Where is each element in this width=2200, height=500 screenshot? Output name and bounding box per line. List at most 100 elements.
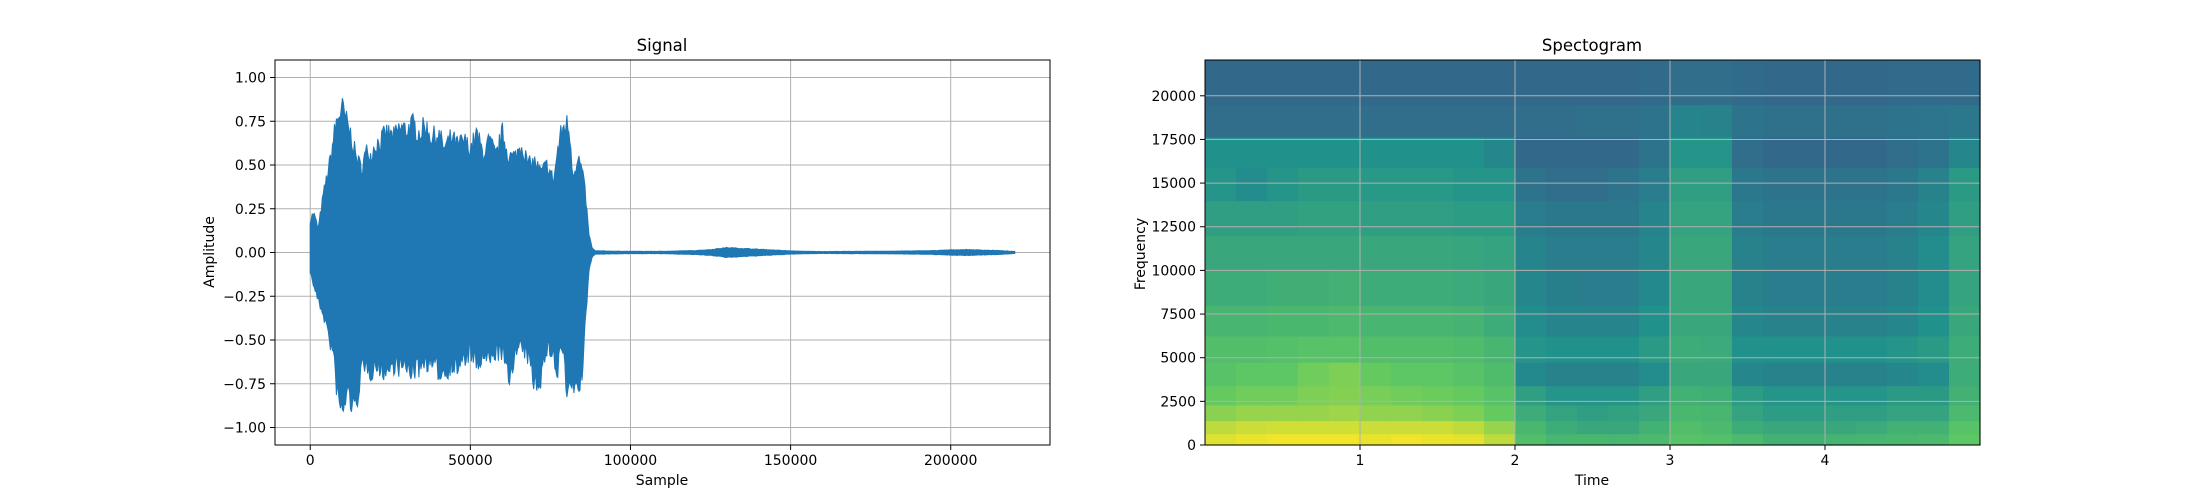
spectrogram-cell (1484, 385, 1516, 406)
spectrogram-cell (1267, 404, 1299, 422)
spectrogram-cell (1856, 362, 1888, 387)
spectrogram-cell (1701, 104, 1733, 138)
spectrogram-cell (1391, 385, 1423, 406)
spectrogram-cell (1670, 404, 1702, 422)
spectrogram-cell (1298, 385, 1330, 406)
spectrogram-cell (1949, 335, 1981, 363)
spectrogram-cell (1949, 270, 1981, 306)
spectrogram-cell (1236, 235, 1268, 271)
spectrogram-cell (1825, 270, 1857, 306)
spectrogram-cell (1422, 362, 1454, 387)
spectrogram-cell (1608, 404, 1640, 422)
spectrogram-cell (1918, 433, 1950, 446)
spectrogram-cell (1577, 200, 1609, 237)
spectrogram-cell (1453, 305, 1485, 337)
spectrogram-cell (1856, 60, 1888, 106)
spectrogram-cell (1205, 404, 1237, 422)
spectrogram-cell (1360, 404, 1392, 422)
spectrogram-cell (1701, 385, 1733, 406)
spectrogram-cell (1329, 335, 1361, 363)
spectrogram-cell (1546, 167, 1578, 202)
spectrogram-cell (1608, 420, 1640, 435)
spectrogram-cell (1422, 60, 1454, 106)
spectrogram-cell (1298, 335, 1330, 363)
spectrogram-cell (1763, 60, 1795, 106)
spectrogram-cell (1453, 60, 1485, 106)
spectrogram-cell (1670, 104, 1702, 138)
signal-y-tick-label: −0.25 (223, 289, 266, 305)
spectrogram-cell (1918, 420, 1950, 435)
spectrogram-cell (1329, 200, 1361, 237)
spectrogram-cell (1484, 235, 1516, 271)
spectrogram-cell (1639, 420, 1671, 435)
spectrogram-cell (1298, 136, 1330, 168)
spectrogram-cell (1701, 60, 1733, 106)
spectrogram-cell (1515, 305, 1547, 337)
spectrogram-cell (1887, 335, 1919, 363)
spectrogram-cell (1763, 362, 1795, 387)
spectrogram-cell (1732, 60, 1764, 106)
spectrogram-cell (1515, 60, 1547, 106)
spectrogram-cell (1918, 385, 1950, 406)
spectrogram-cell (1515, 104, 1547, 138)
spectrogram-cell (1577, 167, 1609, 202)
spectrogram-cell (1236, 136, 1268, 168)
spectrogram-cell (1453, 136, 1485, 168)
spectrogram-y-tick-label: 12500 (1151, 220, 1196, 236)
spectrogram-cell (1608, 335, 1640, 363)
spectrogram-cell (1732, 270, 1764, 306)
spectrogram-cell (1577, 362, 1609, 387)
spectrogram-cell (1546, 433, 1578, 446)
spectrogram-cell (1546, 104, 1578, 138)
spectrogram-cell (1856, 104, 1888, 138)
spectrogram-cell (1515, 136, 1547, 168)
spectrogram-cell (1825, 136, 1857, 168)
spectrogram-cell (1794, 200, 1826, 237)
spectrogram-cell (1298, 200, 1330, 237)
spectrogram-cell (1794, 305, 1826, 337)
spectrogram-cell (1360, 420, 1392, 435)
spectrogram-cell (1670, 433, 1702, 446)
spectrogram-cell (1825, 404, 1857, 422)
spectrogram-cell (1670, 167, 1702, 202)
spectrogram-cell (1236, 335, 1268, 363)
spectrogram-cell (1639, 200, 1671, 237)
spectrogram-cell (1608, 433, 1640, 446)
spectrogram-cell (1236, 305, 1268, 337)
spectrogram-cell (1236, 385, 1268, 406)
spectrogram-cell (1608, 167, 1640, 202)
spectrogram-cell (1546, 362, 1578, 387)
spectrogram-cell (1298, 270, 1330, 306)
spectrogram-cell (1484, 420, 1516, 435)
spectrogram-cell (1608, 104, 1640, 138)
spectrogram-cell (1267, 136, 1299, 168)
spectrogram-cell (1236, 167, 1268, 202)
spectrogram-cell (1732, 404, 1764, 422)
spectrogram-cell (1422, 385, 1454, 406)
spectrogram-cell (1732, 362, 1764, 387)
spectrogram-cell (1546, 200, 1578, 237)
spectrogram-cell (1546, 60, 1578, 106)
spectrogram-cell (1453, 167, 1485, 202)
spectrogram-cell (1205, 433, 1237, 446)
spectrogram-cell (1422, 305, 1454, 337)
spectrogram-cell (1422, 167, 1454, 202)
spectrogram-y-tick-label: 15000 (1151, 176, 1196, 192)
spectrogram-cell (1205, 335, 1237, 363)
spectrogram-cell (1639, 433, 1671, 446)
spectrogram-cell (1887, 200, 1919, 237)
spectrogram-cell (1794, 136, 1826, 168)
spectrogram-cell (1515, 362, 1547, 387)
spectrogram-cell (1515, 385, 1547, 406)
spectrogram-cell (1205, 167, 1237, 202)
spectrogram-cell (1639, 104, 1671, 138)
spectrogram-cell (1887, 60, 1919, 106)
spectrogram-cell (1887, 433, 1919, 446)
spectrogram-cell (1267, 235, 1299, 271)
spectrogram-cell (1329, 235, 1361, 271)
spectrogram-cell (1949, 404, 1981, 422)
spectrogram-cell (1546, 136, 1578, 168)
spectrogram-cell (1205, 362, 1237, 387)
spectrogram-cell (1701, 335, 1733, 363)
